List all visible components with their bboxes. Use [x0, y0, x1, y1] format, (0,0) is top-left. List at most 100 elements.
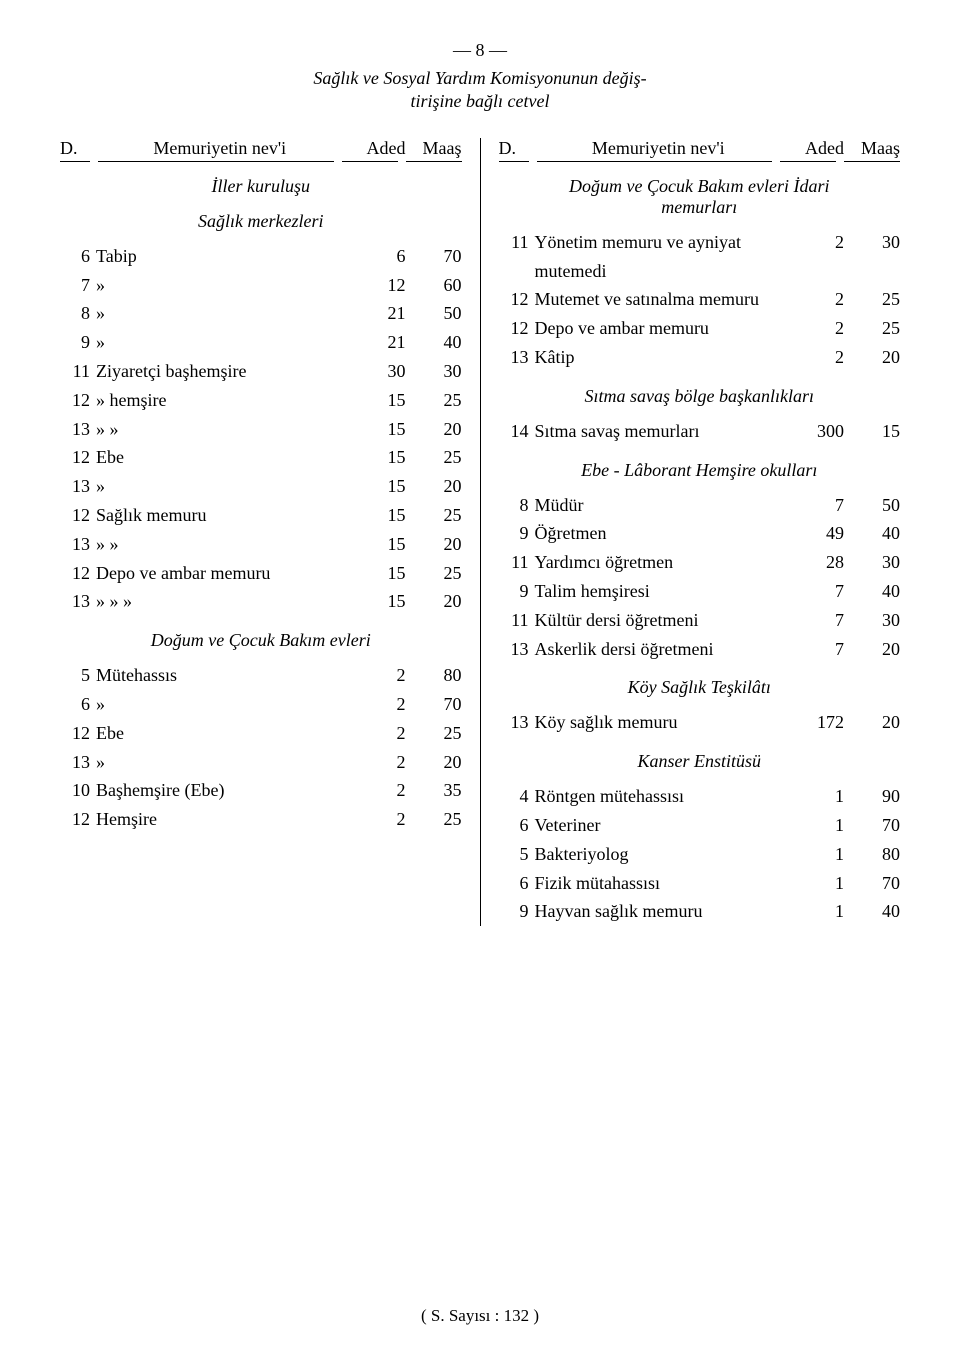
cell-maas: 25 [844, 285, 900, 314]
cell-d: 6 [60, 690, 96, 719]
cell-d: 12 [60, 719, 96, 748]
table-row: 4Röntgen mütehassısı190 [499, 782, 901, 811]
cell-maas: 20 [844, 708, 900, 737]
cell-d: 13 [499, 343, 535, 372]
cell-name: Kâtip [535, 343, 789, 372]
cell-aded: 1 [788, 840, 844, 869]
cell-maas: 25 [406, 719, 462, 748]
table-row: 13»1520 [60, 472, 462, 501]
header-aded: Aded [788, 138, 844, 159]
cell-name: Yönetim memuru ve ayniyat mutemedi [535, 228, 789, 286]
columns: D. Memuriyetin nev'i Aded Maaş İller kur… [60, 138, 900, 926]
cell-aded: 172 [788, 708, 844, 737]
cell-aded: 15 [350, 501, 406, 530]
section-heading: Sıtma savaş bölge başkanlıkları [499, 386, 901, 407]
table-row: 11Yardımcı öğretmen2830 [499, 548, 901, 577]
cell-d: 12 [499, 314, 535, 343]
title-line-1: Sağlık ve Sosyal Yardım Komisyonunun değ… [313, 68, 646, 88]
section-heading: Doğum ve Çocuk Bakım evleri [60, 630, 462, 651]
cell-aded: 49 [788, 519, 844, 548]
cell-name: » [96, 299, 350, 328]
cell-name: Ziyaretçi başhemşire [96, 357, 350, 386]
table-row: 10Başhemşire (Ebe)235 [60, 776, 462, 805]
cell-maas: 80 [844, 840, 900, 869]
cell-aded: 7 [788, 577, 844, 606]
footer: ( S. Sayısı : 132 ) [60, 1306, 900, 1326]
right-column: D. Memuriyetin nev'i Aded Maaş Doğum ve … [481, 138, 901, 926]
cell-aded: 28 [788, 548, 844, 577]
cell-name: » » » [96, 587, 350, 616]
section-heading: Sağlık merkezleri [60, 211, 462, 232]
cell-name: » [96, 690, 350, 719]
cell-d: 11 [499, 606, 535, 635]
cell-aded: 2 [788, 314, 844, 343]
cell-name: Ebe [96, 719, 350, 748]
cell-maas: 90 [844, 782, 900, 811]
cell-name: Ebe [96, 443, 350, 472]
column-header: D. Memuriyetin nev'i Aded Maaş [60, 138, 462, 159]
section-heading: Kanser Enstitüsü [499, 751, 901, 772]
header-maas: Maaş [844, 138, 900, 159]
cell-aded: 12 [350, 271, 406, 300]
cell-aded: 2 [350, 748, 406, 777]
cell-maas: 40 [406, 328, 462, 357]
cell-d: 6 [499, 811, 535, 840]
table-row: 6Veteriner170 [499, 811, 901, 840]
cell-d: 10 [60, 776, 96, 805]
cell-aded: 7 [788, 491, 844, 520]
table-row: 12Hemşire225 [60, 805, 462, 834]
header-rule [499, 161, 901, 162]
table-row: 13» » »1520 [60, 587, 462, 616]
cell-aded: 7 [788, 606, 844, 635]
cell-name: » [96, 328, 350, 357]
cell-maas: 30 [406, 357, 462, 386]
cell-maas: 80 [406, 661, 462, 690]
cell-name: » [96, 271, 350, 300]
cell-maas: 50 [844, 491, 900, 520]
table-row: 13» »1520 [60, 415, 462, 444]
cell-maas: 25 [406, 386, 462, 415]
table-row: 13» »1520 [60, 530, 462, 559]
cell-aded: 15 [350, 472, 406, 501]
table-row: 12Depo ve ambar memuru225 [499, 314, 901, 343]
cell-maas: 40 [844, 897, 900, 926]
table-row: 5Mütehassıs280 [60, 661, 462, 690]
cell-name: Kültür dersi öğretmeni [535, 606, 789, 635]
cell-maas: 60 [406, 271, 462, 300]
table-row: 9Talim hemşiresi740 [499, 577, 901, 606]
cell-aded: 1 [788, 897, 844, 926]
cell-aded: 30 [350, 357, 406, 386]
cell-name: Röntgen mütehassısı [535, 782, 789, 811]
cell-name: Fizik mütahassısı [535, 869, 789, 898]
cell-aded: 2 [350, 719, 406, 748]
cell-d: 12 [60, 443, 96, 472]
cell-d: 6 [60, 242, 96, 271]
cell-d: 8 [499, 491, 535, 520]
section-line: Doğum ve Çocuk Bakım evleri İdari [569, 176, 829, 196]
cell-d: 12 [60, 559, 96, 588]
cell-d: 9 [60, 328, 96, 357]
cell-d: 7 [60, 271, 96, 300]
cell-maas: 25 [406, 501, 462, 530]
cell-d: 11 [60, 357, 96, 386]
table-row: 12Sağlık memuru1525 [60, 501, 462, 530]
table-row: 8»2150 [60, 299, 462, 328]
cell-name: Askerlik dersi öğretmeni [535, 635, 789, 664]
table-row: 13Köy sağlık memuru17220 [499, 708, 901, 737]
table-row: 7»1260 [60, 271, 462, 300]
cell-d: 14 [499, 417, 535, 446]
cell-name: » » [96, 530, 350, 559]
cell-name: Öğretmen [535, 519, 789, 548]
section-heading: Köy Sağlık Teşkilâtı [499, 677, 901, 698]
cell-d: 9 [499, 897, 535, 926]
cell-d: 13 [60, 472, 96, 501]
cell-name: Köy sağlık memuru [535, 708, 789, 737]
cell-maas: 15 [844, 417, 900, 446]
cell-d: 11 [499, 228, 535, 257]
cell-d: 8 [60, 299, 96, 328]
cell-maas: 70 [844, 811, 900, 840]
cell-aded: 21 [350, 328, 406, 357]
cell-name: Müdür [535, 491, 789, 520]
cell-maas: 40 [844, 577, 900, 606]
cell-maas: 70 [406, 690, 462, 719]
